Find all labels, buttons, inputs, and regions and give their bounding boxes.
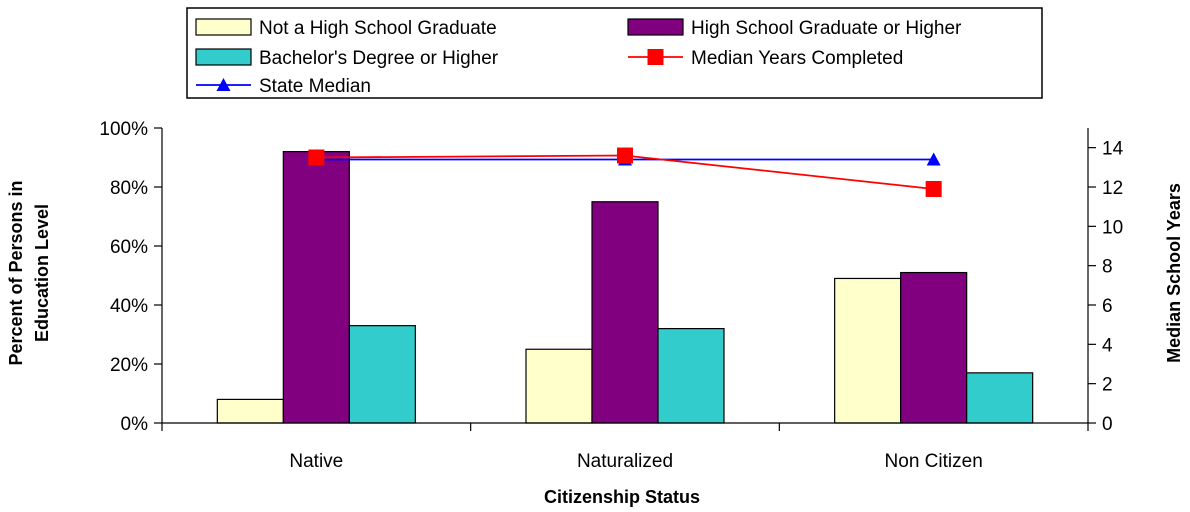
bar-not-a-high-school-graduate-native — [216, 398, 284, 424]
x-tick-label: Non Citizen — [885, 451, 983, 472]
legend-label-not-a-high-school-graduate: Not a High School Graduate — [259, 18, 497, 39]
legend-swatch-high-school-graduate-or-higher — [627, 18, 684, 36]
bar-bachelor-s-degree-or-higher-naturalized — [657, 328, 725, 424]
y2-axis-title: Median School Years — [1164, 183, 1184, 363]
bars — [216, 151, 1034, 424]
legend-label-median-years-completed: Median Years Completed — [691, 48, 903, 69]
bar-not-a-high-school-graduate-non-citizen — [834, 277, 902, 424]
x-tick-label: Naturalized — [577, 451, 673, 472]
legend-swatch-bachelor-s-degree-or-higher — [195, 48, 252, 66]
legend: Not a High School Graduate High School Gr… — [186, 7, 1043, 99]
point-state-median-non-citizen — [926, 152, 941, 166]
y-tick-label: 100% — [99, 119, 148, 140]
bar-not-a-high-school-graduate-naturalized — [525, 348, 593, 424]
bar-high-school-graduate-or-higher-native — [282, 151, 350, 424]
legend-frame — [186, 7, 1043, 99]
y-tick-label: 60% — [110, 237, 148, 258]
point-median-years-completed-native — [308, 149, 325, 166]
y-axis-title-line-1: Percent of Persons in — [6, 180, 26, 365]
legend-marker-median-years-completed — [647, 49, 664, 65]
y-tick-label: 40% — [110, 296, 148, 317]
y2-tick-label: 4 — [1102, 335, 1113, 356]
x-axis-title: Citizenship Status — [544, 487, 700, 507]
legend-swatch-not-a-high-school-graduate — [195, 18, 252, 36]
y-axis-title: Percent of Persons in Education Level — [6, 180, 52, 365]
y2-tick-label: 10 — [1102, 217, 1123, 238]
y2-tick-label: 0 — [1102, 414, 1113, 435]
y-tick-label: 20% — [110, 355, 148, 376]
y-tick-label: 80% — [110, 178, 148, 199]
y2-tick-label: 8 — [1102, 257, 1113, 278]
point-median-years-completed-naturalized — [617, 147, 633, 164]
legend-marker-state-median — [216, 78, 231, 91]
y2-axis-title-text: Median School Years — [1164, 183, 1184, 363]
axes: 0% 20% 40% 60% 80% 100% 0 2 4 6 8 10 12 14 Native Natur… — [99, 119, 1123, 472]
y2-tick-label: 14 — [1102, 139, 1124, 160]
legend-label-bachelor-s-degree-or-higher: Bachelor's Degree or Higher — [259, 48, 499, 69]
lines — [308, 147, 942, 197]
y-axis-title-line-2: Education Level — [32, 204, 52, 342]
legend-label-state-median: State Median — [259, 76, 371, 97]
bar-bachelor-s-degree-or-higher-native — [348, 325, 416, 424]
x-tick-label: Native — [289, 451, 343, 472]
bar-high-school-graduate-or-higher-naturalized — [591, 201, 659, 424]
bar-high-school-graduate-or-higher-non-citizen — [900, 271, 968, 424]
y-tick-label: 0% — [121, 414, 149, 435]
point-median-years-completed-non-citizen — [925, 180, 942, 197]
y2-tick-label: 2 — [1102, 375, 1113, 396]
bar-bachelor-s-degree-or-higher-non-citizen — [966, 372, 1034, 424]
y2-tick-label: 12 — [1102, 178, 1123, 199]
legend-label-high-school-graduate-or-higher: High School Graduate or Higher — [691, 18, 962, 39]
y2-tick-label: 6 — [1102, 296, 1113, 317]
